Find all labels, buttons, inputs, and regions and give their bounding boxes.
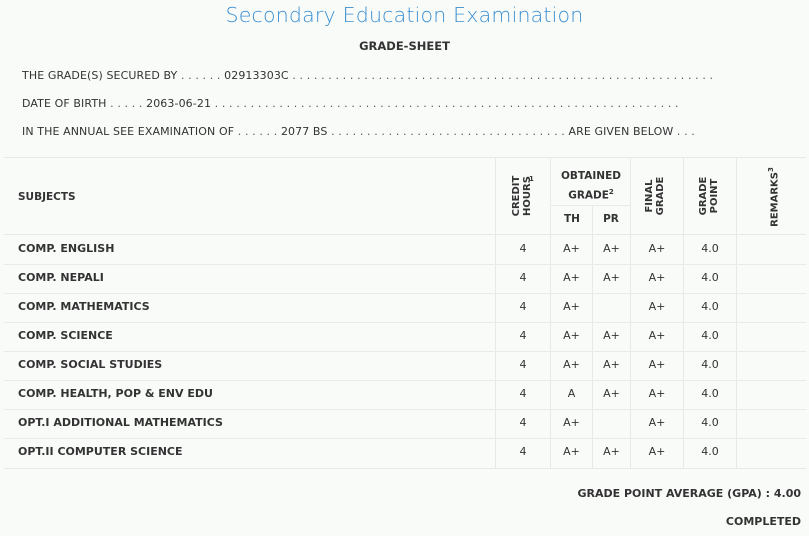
exam-line: IN THE ANNUAL SEE EXAMINATION OF . . . .… bbox=[22, 125, 695, 138]
row-divider bbox=[4, 351, 806, 352]
subject-cell: OPT.II COMPUTER SCIENCE bbox=[18, 445, 183, 458]
remarks-label: REMARKS bbox=[769, 172, 781, 227]
grade-point-cell: 4.0 bbox=[701, 387, 719, 400]
row-divider bbox=[4, 438, 806, 439]
th-grade-cell: A+ bbox=[563, 416, 580, 429]
obtained-label: OBTAINED bbox=[561, 170, 621, 182]
dob-label: DATE OF BIRTH bbox=[22, 97, 107, 110]
col-divider bbox=[495, 157, 496, 468]
pr-grade-cell: A+ bbox=[603, 358, 620, 371]
remarks-header: REMARKS3 bbox=[766, 162, 780, 232]
table-top-divider bbox=[4, 157, 806, 158]
credit-hours-cell: 4 bbox=[519, 300, 527, 313]
grade-sheet-heading: GRADE-SHEET bbox=[359, 39, 450, 53]
subject-cell: COMP. MATHEMATICS bbox=[18, 300, 150, 313]
final-grade-cell: A+ bbox=[648, 445, 666, 458]
credit-hours-cell: 4 bbox=[519, 358, 527, 371]
grade-point-cell: 4.0 bbox=[701, 445, 719, 458]
final-grade-cell: A+ bbox=[648, 271, 666, 284]
final-grade-cell: A+ bbox=[648, 416, 666, 429]
obtained-grade-header: OBTAINED GRADE2 bbox=[552, 168, 630, 204]
subject-cell: COMP. SOCIAL STUDIES bbox=[18, 358, 163, 371]
grade-point-cell: 4.0 bbox=[701, 300, 719, 313]
credit-hours-cell: 4 bbox=[519, 242, 527, 255]
table-header-divider bbox=[4, 234, 806, 235]
col-divider bbox=[592, 205, 593, 468]
credit-hours-cell: 4 bbox=[519, 387, 527, 400]
obtained-grade-label: GRADE2 bbox=[568, 188, 614, 202]
th-grade-cell: A bbox=[567, 387, 576, 400]
dob-line: DATE OF BIRTH . . . . . 2063-06-21 . . .… bbox=[22, 97, 679, 110]
pr-grade-cell: A+ bbox=[603, 445, 620, 458]
pr-header: PR bbox=[603, 213, 619, 225]
pr-grade-cell: A+ bbox=[603, 242, 620, 255]
final-grade-cell: A+ bbox=[648, 329, 666, 342]
grade-point-label-2: POINT bbox=[709, 178, 720, 214]
pr-grade-cell: A+ bbox=[603, 329, 620, 342]
th-grade-cell: A+ bbox=[563, 271, 580, 284]
table-bottom-divider bbox=[4, 468, 806, 469]
pr-grade-cell: A+ bbox=[603, 271, 620, 284]
symbol-number: 02913303C bbox=[224, 69, 289, 82]
grade-point-cell: 4.0 bbox=[701, 358, 719, 371]
gpa-value: 4.00 bbox=[773, 487, 801, 500]
grade-point-cell: 4.0 bbox=[701, 242, 719, 255]
grade-point-label-1: GRADE bbox=[698, 176, 709, 216]
subjects-header: SUBJECTS bbox=[18, 191, 76, 203]
subject-cell: OPT.I ADDITIONAL MATHEMATICS bbox=[18, 416, 223, 429]
grade-point-cell: 4.0 bbox=[701, 271, 719, 284]
credit-hours-sup: 1 bbox=[529, 175, 534, 183]
exam-label: IN THE ANNUAL SEE EXAMINATION OF bbox=[22, 125, 235, 138]
grade-point-cell: 4.0 bbox=[701, 329, 719, 342]
secured-by-label: THE GRADE(S) SECURED BY bbox=[22, 69, 178, 82]
row-divider bbox=[4, 293, 806, 294]
col-divider bbox=[736, 157, 737, 468]
grade-point-cell: 4.0 bbox=[701, 416, 719, 429]
credit-hours-cell: 4 bbox=[519, 445, 527, 458]
row-divider bbox=[4, 380, 806, 381]
obtained-grade-subdivider bbox=[550, 205, 630, 206]
subject-cell: COMP. NEPALI bbox=[18, 271, 104, 284]
credit-hours-cell: 4 bbox=[519, 416, 527, 429]
given-below-label: ARE GIVEN BELOW bbox=[568, 125, 674, 138]
final-grade-label-1: FINAL bbox=[644, 179, 655, 213]
subject-cell: COMP. ENGLISH bbox=[18, 242, 115, 255]
secured-by-line: THE GRADE(S) SECURED BY . . . . . . 0291… bbox=[22, 69, 714, 82]
exam-year: 2077 BS bbox=[280, 125, 328, 138]
remarks-sup: 3 bbox=[767, 167, 775, 172]
th-grade-cell: A+ bbox=[563, 445, 580, 458]
th-grade-cell: A+ bbox=[563, 358, 580, 371]
subject-cell: COMP. SCIENCE bbox=[18, 329, 113, 342]
dob-value: 2063-06-21 bbox=[146, 97, 212, 110]
col-divider bbox=[630, 157, 631, 468]
final-grade-cell: A+ bbox=[648, 387, 666, 400]
final-grade-cell: A+ bbox=[648, 242, 666, 255]
row-divider bbox=[4, 322, 806, 323]
final-grade-cell: A+ bbox=[648, 300, 666, 313]
pr-grade-cell: A+ bbox=[603, 387, 620, 400]
final-grade-header: FINAL GRADE bbox=[644, 166, 668, 226]
row-divider bbox=[4, 409, 806, 410]
row-divider bbox=[4, 264, 806, 265]
th-grade-cell: A+ bbox=[563, 329, 580, 342]
final-grade-label-2: GRADE bbox=[655, 176, 666, 216]
credit-hours-cell: 4 bbox=[519, 271, 527, 284]
page-title: Secondary Education Examination bbox=[225, 3, 584, 27]
th-grade-cell: A+ bbox=[563, 242, 580, 255]
th-header: TH bbox=[564, 213, 580, 225]
grade-point-header: GRADE POINT bbox=[698, 166, 722, 226]
gpa-label: GRADE POINT AVERAGE (GPA) : bbox=[577, 487, 771, 500]
final-grade-cell: A+ bbox=[648, 358, 666, 371]
col-divider bbox=[683, 157, 684, 468]
subject-cell: COMP. HEALTH, POP & ENV EDU bbox=[18, 387, 213, 400]
col-divider bbox=[550, 157, 551, 468]
credit-hours-header: CREDIT HOURS bbox=[511, 161, 535, 231]
gpa-line: GRADE POINT AVERAGE (GPA) : 4.00 bbox=[577, 487, 801, 500]
result-status: COMPLETED bbox=[725, 515, 801, 528]
th-grade-cell: A+ bbox=[563, 300, 580, 313]
credit-hours-cell: 4 bbox=[519, 329, 527, 342]
